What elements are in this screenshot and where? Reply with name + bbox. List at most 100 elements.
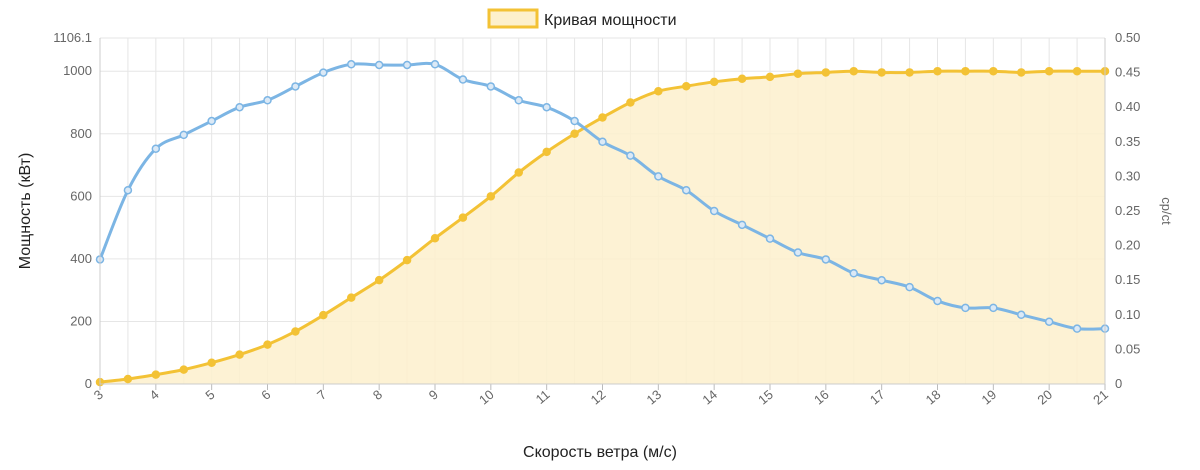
series-0-point[interactable] (486, 192, 496, 201)
series-0-point[interactable] (430, 233, 440, 243)
y-tick-label: 200 (70, 313, 92, 328)
series-0-point[interactable] (179, 365, 188, 374)
series-1-point[interactable] (486, 82, 496, 91)
series-0-point[interactable] (598, 113, 607, 122)
series-0-point[interactable] (542, 147, 551, 157)
series-0-point[interactable] (458, 213, 468, 222)
y-tick-label: 400 (70, 251, 92, 266)
y2-tick-label: 0.25 (1115, 203, 1140, 218)
y2-tick-label: 0.05 (1115, 341, 1140, 356)
x-tick-label: 17 (867, 387, 888, 408)
series-0-point[interactable] (207, 358, 216, 367)
series-1-point[interactable] (319, 68, 328, 77)
area-fill-layer (100, 71, 1105, 384)
series-0-point[interactable] (737, 74, 747, 83)
x-tick-label: 3 (91, 387, 106, 403)
series-points (95, 60, 1110, 387)
x-tick-label: 10 (476, 387, 497, 408)
series-0-point[interactable] (849, 66, 858, 76)
series-1-point[interactable] (709, 206, 719, 216)
series-0-point[interactable] (374, 275, 384, 285)
series-0-point[interactable] (654, 86, 663, 96)
series-0-point[interactable] (402, 255, 412, 265)
series-0-point[interactable] (123, 374, 133, 384)
series-1-point[interactable] (849, 269, 858, 278)
series-1-point[interactable] (542, 102, 551, 112)
y-tick-label: 600 (70, 188, 92, 203)
x-tick-label: 15 (755, 387, 776, 408)
series-0-point[interactable] (709, 77, 719, 87)
series-1-point[interactable] (905, 282, 914, 292)
series-0-point[interactable] (989, 66, 998, 76)
series-1-point[interactable] (514, 96, 523, 105)
x-tick-label: 16 (811, 387, 832, 408)
series-1-point[interactable] (682, 185, 691, 195)
series-1-point[interactable] (458, 75, 468, 84)
series-1-point[interactable] (626, 151, 635, 160)
series-1-point[interactable] (291, 82, 300, 91)
series-0-point[interactable] (1072, 66, 1082, 76)
series-0-point[interactable] (821, 68, 831, 77)
series-1-point[interactable] (654, 172, 663, 181)
y-tick-label: 800 (70, 126, 92, 141)
x-tick-label: 20 (1034, 387, 1055, 408)
series-1-point[interactable] (933, 296, 942, 306)
series-0-point[interactable] (626, 98, 635, 107)
series-0-point[interactable] (291, 327, 300, 336)
series-1-point[interactable] (235, 102, 244, 112)
series-0-point[interactable] (319, 310, 328, 320)
series-1-point[interactable] (263, 96, 272, 105)
series-0-point[interactable] (151, 370, 161, 379)
series-1-point[interactable] (1017, 310, 1026, 320)
series-1-point[interactable] (374, 60, 384, 70)
series-1-point[interactable] (821, 255, 831, 264)
series-1-point[interactable] (961, 303, 970, 313)
series-0-point[interactable] (682, 81, 691, 91)
series-1-point[interactable] (1072, 324, 1082, 333)
series-0-point[interactable] (1017, 68, 1026, 77)
series-0-point[interactable] (235, 350, 244, 359)
y2-tick-label: 0.35 (1115, 134, 1140, 149)
y2-tick-label: 0.20 (1115, 238, 1140, 253)
series-1-point[interactable] (989, 303, 998, 313)
series-1-point[interactable] (347, 60, 356, 69)
series-0-point[interactable] (765, 72, 775, 82)
series-1-point[interactable] (430, 60, 440, 69)
y2-tick-label: 0 (1115, 376, 1122, 391)
x-tick-label: 12 (588, 387, 609, 408)
series-0-point[interactable] (933, 66, 942, 76)
series-0-point[interactable] (793, 69, 803, 78)
series-1-point[interactable] (570, 116, 579, 126)
y2-tick-label: 0.10 (1115, 307, 1140, 322)
x-tick-label: 9 (426, 387, 441, 403)
series-0-point[interactable] (1044, 66, 1054, 76)
series-0-point[interactable] (263, 340, 272, 349)
series-1-point[interactable] (151, 144, 161, 153)
y2-axis-title: cp/ct (1159, 197, 1174, 225)
series-1-point[interactable] (765, 234, 775, 243)
series-0-point[interactable] (514, 168, 523, 177)
series-1-point[interactable] (793, 248, 803, 257)
x-tick-label: 7 (314, 387, 329, 403)
series-0-point[interactable] (347, 293, 356, 302)
series-1-point[interactable] (737, 220, 747, 230)
legend[interactable]: Кривая мощности (487, 8, 677, 29)
series-0-point[interactable] (570, 129, 579, 139)
series-1-point[interactable] (402, 60, 412, 70)
y-axis-title: Мощность (кВт) (17, 153, 34, 270)
series-1-point[interactable] (207, 116, 216, 126)
series-1-point[interactable] (123, 185, 133, 195)
series-1-point[interactable] (179, 130, 188, 140)
series-0-point[interactable] (877, 68, 886, 77)
series-1-point[interactable] (877, 275, 886, 285)
x-tick-label: 11 (533, 387, 553, 407)
x-tick-label: 21 (1090, 387, 1111, 408)
y2-tick-label: 0.15 (1115, 272, 1140, 287)
series-1-point[interactable] (598, 137, 607, 147)
x-tick-label: 6 (258, 387, 273, 403)
series-0-point[interactable] (905, 68, 914, 77)
series-0-point[interactable] (961, 66, 970, 76)
series-1-point[interactable] (1044, 317, 1054, 326)
x-tick-label: 5 (202, 387, 217, 403)
